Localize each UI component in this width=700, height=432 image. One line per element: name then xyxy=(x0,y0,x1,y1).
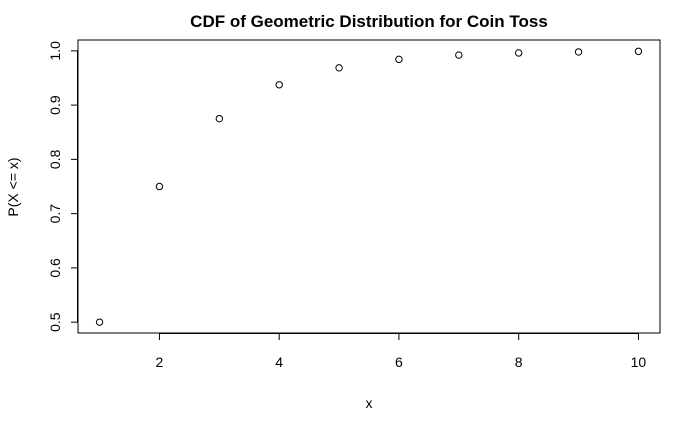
data-point xyxy=(455,51,463,59)
data-points xyxy=(95,47,643,326)
y-axis-label: P(X <= x) xyxy=(5,157,21,216)
data-point xyxy=(275,81,283,89)
data-point xyxy=(634,47,643,56)
data-point xyxy=(155,182,164,191)
x-tick-label: 2 xyxy=(156,354,164,370)
data-point xyxy=(514,49,523,57)
x-tick-label: 4 xyxy=(275,354,283,370)
y-axis: 0.5 0.6 0.7 0.8 0.9 1.0 xyxy=(47,41,78,332)
y-tick-label: 0.8 xyxy=(47,149,63,169)
data-point xyxy=(395,55,403,64)
plot-frame xyxy=(77,39,661,334)
chart-title: CDF of Geometric Distribution for Coin T… xyxy=(190,12,548,31)
y-tick-label: 1.0 xyxy=(47,41,63,61)
y-tick-label: 0.9 xyxy=(47,95,63,115)
y-tick-label: 0.5 xyxy=(47,312,63,332)
y-tick-label: 0.7 xyxy=(47,204,63,224)
data-point xyxy=(95,318,104,326)
x-axis-label: x xyxy=(366,395,373,411)
y-tick-label: 0.6 xyxy=(47,258,63,278)
data-point xyxy=(335,64,343,72)
x-tick-label: 10 xyxy=(631,354,647,370)
x-tick-label: 8 xyxy=(515,354,523,370)
x-tick-label: 6 xyxy=(395,354,403,370)
data-point xyxy=(574,48,583,56)
data-point xyxy=(215,114,224,123)
x-axis: 2 4 6 8 10 xyxy=(156,333,647,370)
